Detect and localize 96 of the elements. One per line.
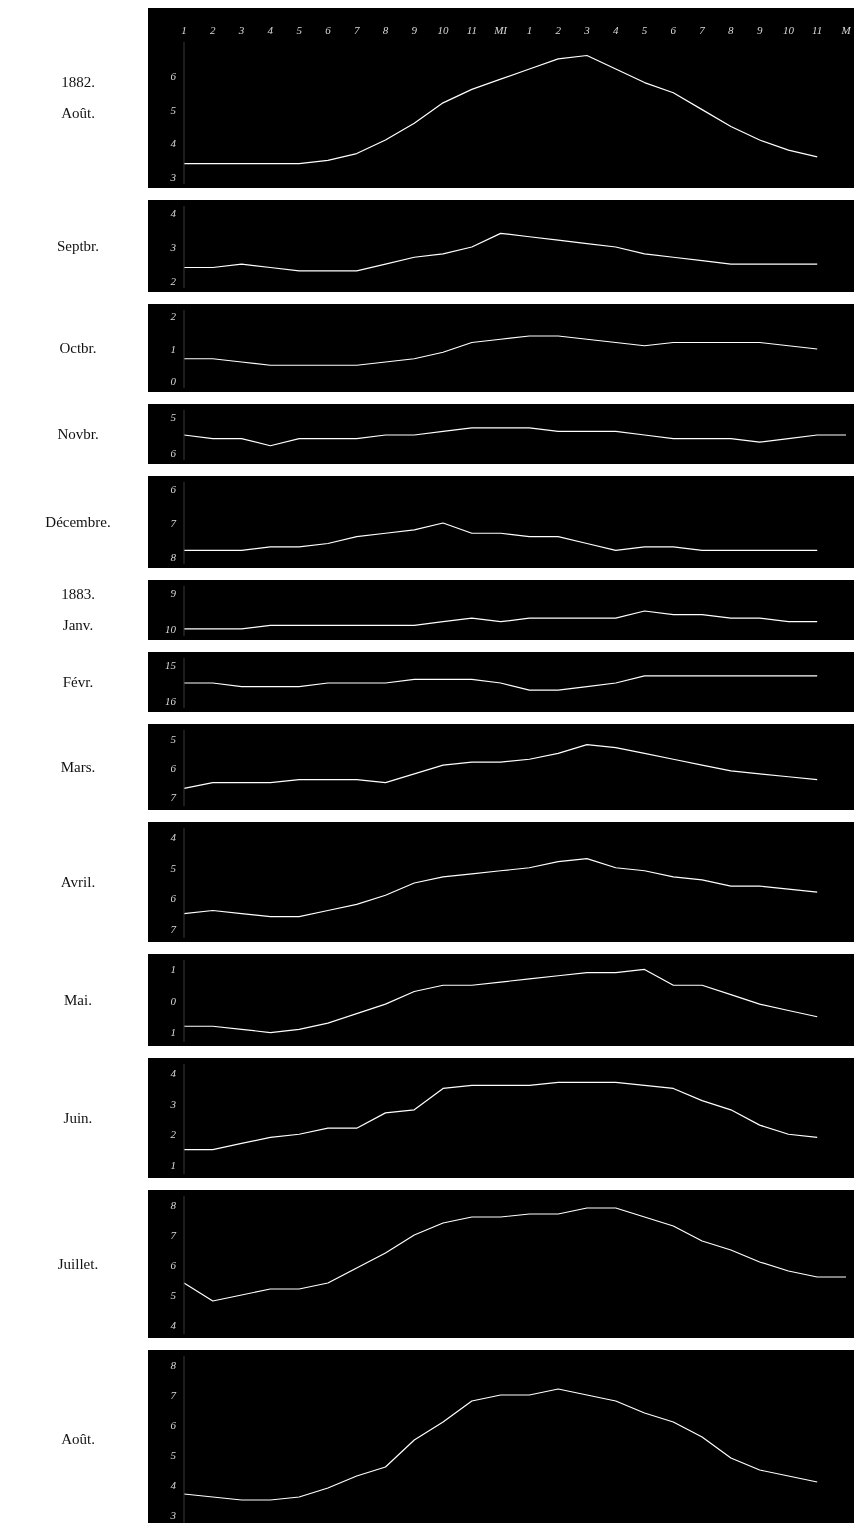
x-tick-label: 2 <box>555 24 562 36</box>
x-tick-label: 9 <box>411 24 418 36</box>
line-series <box>183 744 818 790</box>
y-tick-label: 2 <box>170 310 177 323</box>
y-tick-label: 15 <box>165 659 177 672</box>
line-series <box>183 427 847 447</box>
y-tick-label: 9 <box>170 587 177 600</box>
chart-subtitle: 1883. <box>61 586 95 603</box>
y-tick-label: 5 <box>170 732 177 745</box>
x-tick-label: 6 <box>325 24 332 36</box>
x-tick-label: MI <box>493 24 509 36</box>
text: Juin. <box>63 1109 93 1127</box>
x-tick-label: 7 <box>699 24 706 36</box>
line-series <box>183 610 818 630</box>
x-tick-label: 10 <box>437 24 450 36</box>
y-tick-label: 7 <box>170 922 177 935</box>
text: Mai. <box>64 991 92 1009</box>
x-tick-label: 1 <box>526 24 533 36</box>
y-tick-label: 8 <box>170 551 177 564</box>
y-tick-label: 4 <box>170 1318 177 1331</box>
y-tick-label: 5 <box>170 861 177 874</box>
y-tick-label: 3 <box>169 240 177 253</box>
y-tick-label: 7 <box>170 1388 177 1401</box>
line-series <box>183 1388 818 1501</box>
y-tick-label: 4 <box>170 831 177 844</box>
line-series <box>183 1081 818 1151</box>
y-tick-label: 8 <box>170 1198 177 1211</box>
y-tick-label: 10 <box>165 622 177 635</box>
y-tick-label: 6 <box>170 1258 177 1271</box>
y-tick-label: 5 <box>170 411 177 424</box>
y-tick-label: 0 <box>170 994 177 1007</box>
y-tick-label: 5 <box>170 103 177 116</box>
x-tick-label: 1 <box>181 24 187 36</box>
text: Janv. <box>62 617 94 634</box>
line-series <box>183 857 818 918</box>
line-series <box>183 335 818 366</box>
y-tick-label: 16 <box>165 694 177 707</box>
x-tick-label: 11 <box>812 24 823 36</box>
y-tick-label: 6 <box>170 761 177 774</box>
y-tick-label: 4 <box>170 137 177 150</box>
y-tick-label: 2 <box>170 275 177 288</box>
y-tick-label: 6 <box>170 1418 177 1431</box>
text: Décembre. <box>45 513 111 531</box>
text: Août. <box>61 1430 95 1448</box>
text: Juillet. <box>57 1255 99 1273</box>
x-tick-label: 10 <box>782 24 795 36</box>
y-tick-label: 4 <box>170 206 177 219</box>
y-tick-label: 7 <box>170 791 177 804</box>
text: 1882. <box>61 74 95 91</box>
x-tick-label: 4 <box>612 24 619 36</box>
y-tick-label: 8 <box>170 1358 177 1371</box>
y-tick-label: 6 <box>170 69 177 82</box>
y-tick-label: 3 <box>169 171 177 184</box>
y-tick-label: 7 <box>170 1228 177 1241</box>
line-series <box>183 1207 847 1302</box>
x-tick-label: 11 <box>466 24 477 36</box>
text: Mars. <box>60 758 96 776</box>
text: Octbr. <box>59 339 97 357</box>
x-tick-label: 7 <box>353 24 360 36</box>
x-tick-label: 5 <box>296 24 303 36</box>
x-tick-label: 6 <box>670 24 677 36</box>
y-tick-label: 3 <box>169 1097 177 1110</box>
line-series <box>183 675 818 691</box>
y-tick-label: 2 <box>170 1128 177 1141</box>
y-tick-label: 4 <box>170 1067 177 1080</box>
y-tick-label: 1 <box>170 963 176 976</box>
text: Septbr. <box>56 237 100 255</box>
line-series <box>183 968 818 1034</box>
x-tick-label: M <box>840 24 852 36</box>
text: Août. <box>61 105 95 122</box>
x-tick-label: 8 <box>382 24 389 36</box>
y-tick-label: 6 <box>170 892 177 905</box>
x-tick-label: 5 <box>641 24 648 36</box>
line-series <box>183 54 818 165</box>
text: Avril. <box>60 873 96 891</box>
line-series <box>183 232 818 272</box>
y-tick-label: 6 <box>170 482 177 495</box>
x-tick-label: 9 <box>756 24 763 36</box>
y-tick-label: 6 <box>170 446 177 459</box>
y-tick-label: 0 <box>170 375 177 388</box>
y-tick-label: 7 <box>170 516 177 529</box>
x-tick-label: 8 <box>728 24 735 36</box>
x-tick-label: 3 <box>237 24 245 36</box>
y-tick-label: 1 <box>170 342 176 355</box>
x-tick-label: 2 <box>210 24 217 36</box>
line-series <box>183 522 818 551</box>
y-tick-label: 3 <box>169 1508 177 1521</box>
y-tick-label: 5 <box>170 1288 177 1301</box>
text: Novbr. <box>57 425 99 443</box>
x-tick-label: 4 <box>267 24 274 36</box>
y-tick-label: 1 <box>170 1026 176 1039</box>
x-tick-label: 3 <box>583 24 591 36</box>
text: Févr. <box>62 673 94 691</box>
y-tick-label: 4 <box>170 1478 177 1491</box>
y-tick-label: 1 <box>170 1158 176 1171</box>
y-tick-label: 5 <box>170 1448 177 1461</box>
